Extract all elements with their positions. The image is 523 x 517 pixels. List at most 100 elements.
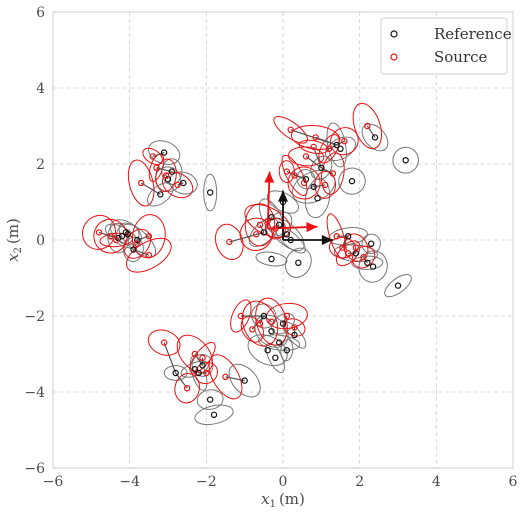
source-ellipse xyxy=(298,139,329,154)
reference-point xyxy=(402,156,409,164)
covariance-ellipses xyxy=(82,102,419,426)
reference-point xyxy=(180,179,187,187)
source-ellipse xyxy=(273,116,308,144)
legend: Reference Source xyxy=(380,17,512,75)
source-point xyxy=(364,122,371,130)
x-axis-label: x1 (m) xyxy=(261,490,305,510)
y-tick-label: −6 xyxy=(24,461,45,477)
frame-arrow-head xyxy=(306,222,318,233)
source-point xyxy=(360,253,367,261)
source-point xyxy=(321,181,329,189)
correspondence-link xyxy=(225,376,245,382)
reference-point xyxy=(318,164,325,171)
legend-marker-source xyxy=(390,53,398,61)
source-point xyxy=(344,250,352,257)
source-point xyxy=(291,172,298,179)
reference-ellipse xyxy=(168,171,198,195)
source-point xyxy=(283,312,291,320)
reference-ellipse xyxy=(338,167,366,195)
legend-box xyxy=(380,17,508,75)
source-point xyxy=(149,153,156,160)
source-ellipse xyxy=(230,299,252,333)
reference-point xyxy=(268,328,275,335)
source-ellipse xyxy=(214,223,244,261)
correspondence-link xyxy=(137,235,150,241)
reference-ellipse xyxy=(163,365,188,381)
source-ellipse xyxy=(244,203,276,247)
source-ellipse xyxy=(281,154,308,196)
reference-point xyxy=(134,236,141,244)
source-ellipse xyxy=(126,237,172,273)
reference-point xyxy=(394,282,402,289)
source-point xyxy=(256,221,264,228)
correspondence-link xyxy=(259,224,265,233)
plot-frame xyxy=(52,11,514,469)
correspondence-link xyxy=(263,315,272,323)
reference-ellipse xyxy=(118,222,157,258)
source-point xyxy=(272,225,279,232)
legend-label-source: Source xyxy=(434,48,488,66)
reference-point xyxy=(337,145,344,152)
source-point xyxy=(310,143,317,151)
source-point xyxy=(107,232,114,240)
reference-ellipse xyxy=(180,360,209,378)
x-tick-label: −6 xyxy=(43,474,64,490)
reference-ellipse xyxy=(361,233,381,254)
frame-arrow-head xyxy=(278,190,288,202)
source-point xyxy=(264,217,271,225)
reference-point xyxy=(275,221,283,228)
data-points xyxy=(95,122,409,418)
reference-point xyxy=(291,331,298,339)
source-ellipse xyxy=(287,166,321,200)
source-point xyxy=(226,238,233,246)
reference-point xyxy=(206,189,214,196)
correspondence-link xyxy=(286,171,307,180)
reference-point xyxy=(279,198,287,206)
reference-ellipse xyxy=(247,334,288,367)
reference-ellipse xyxy=(254,314,289,348)
correspondence-link xyxy=(282,315,288,324)
reference-ellipse xyxy=(384,274,412,298)
source-ellipse xyxy=(320,152,345,195)
source-ellipse xyxy=(240,315,264,343)
source-point xyxy=(237,312,245,320)
reference-point xyxy=(310,183,317,190)
reference-point xyxy=(260,229,268,236)
reference-point xyxy=(364,259,371,266)
source-point xyxy=(153,164,160,171)
source-point xyxy=(256,320,264,327)
reference-point xyxy=(122,229,130,236)
reference-point xyxy=(241,377,248,384)
reference-point xyxy=(206,396,214,403)
reference-ellipse xyxy=(351,255,384,270)
source-point xyxy=(312,134,319,141)
correspondence-link xyxy=(313,184,326,188)
x-tick-label: 0 xyxy=(279,474,288,490)
frame-arrow-head xyxy=(321,235,333,245)
reference-ellipse xyxy=(284,247,312,278)
correspondence-link xyxy=(363,256,368,264)
y-tick-label: 4 xyxy=(36,81,45,97)
reference-ellipse xyxy=(392,146,419,174)
reference-ellipse xyxy=(146,182,174,207)
source-point xyxy=(162,172,170,179)
legend-marker-reference xyxy=(390,30,398,38)
reference-ellipse xyxy=(228,363,261,398)
source-point xyxy=(145,232,153,240)
reference-point xyxy=(195,369,202,377)
correspondence-link xyxy=(140,182,161,195)
y-axis-label: x2(m) xyxy=(4,218,24,262)
y-tick-label: −4 xyxy=(24,385,45,401)
correspondence-link xyxy=(315,136,337,146)
source-point xyxy=(352,244,360,251)
source-ellipse xyxy=(99,232,134,248)
reference-ellipse xyxy=(271,312,295,335)
reference-point xyxy=(367,240,375,247)
correspondence-link xyxy=(336,140,345,146)
source-ellipse xyxy=(241,300,279,347)
source-point xyxy=(160,339,168,346)
source-ellipse xyxy=(352,102,382,150)
source-point xyxy=(249,326,256,333)
frame-arrow-head xyxy=(264,171,275,183)
reference-point xyxy=(272,354,279,361)
